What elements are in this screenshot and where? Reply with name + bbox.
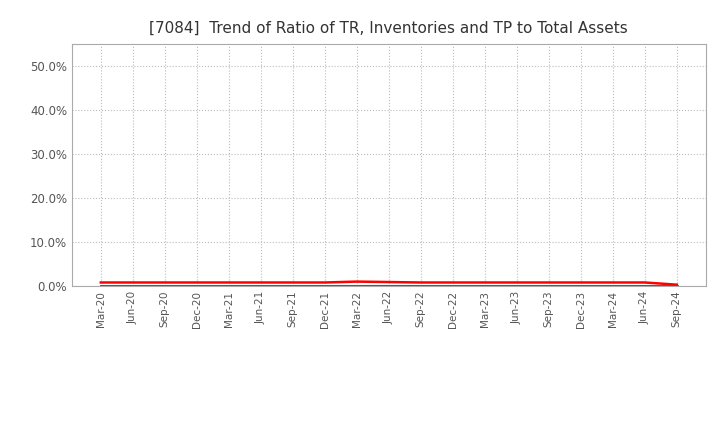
Trade Receivables — [641, 280, 649, 285]
Trade Payables — [577, 283, 585, 289]
Trade Receivables — [353, 279, 361, 284]
Trade Payables — [192, 283, 201, 289]
Inventories — [513, 283, 521, 289]
Line: Trade Receivables: Trade Receivables — [101, 282, 677, 285]
Trade Payables — [608, 283, 617, 289]
Inventories — [353, 283, 361, 289]
Inventories — [480, 283, 489, 289]
Trade Payables — [96, 283, 105, 289]
Trade Receivables — [513, 280, 521, 285]
Inventories — [544, 283, 553, 289]
Inventories — [608, 283, 617, 289]
Trade Receivables — [608, 280, 617, 285]
Trade Payables — [353, 283, 361, 289]
Trade Payables — [320, 283, 329, 289]
Trade Receivables — [161, 280, 169, 285]
Title: [7084]  Trend of Ratio of TR, Inventories and TP to Total Assets: [7084] Trend of Ratio of TR, Inventories… — [150, 21, 628, 36]
Trade Payables — [641, 283, 649, 289]
Inventories — [256, 283, 265, 289]
Trade Payables — [256, 283, 265, 289]
Inventories — [641, 283, 649, 289]
Inventories — [96, 283, 105, 289]
Trade Payables — [289, 283, 297, 289]
Inventories — [289, 283, 297, 289]
Trade Receivables — [192, 280, 201, 285]
Trade Receivables — [320, 280, 329, 285]
Trade Receivables — [384, 279, 393, 285]
Inventories — [192, 283, 201, 289]
Inventories — [128, 283, 137, 289]
Trade Receivables — [416, 280, 425, 285]
Inventories — [384, 283, 393, 289]
Trade Receivables — [544, 280, 553, 285]
Inventories — [416, 283, 425, 289]
Inventories — [577, 283, 585, 289]
Trade Payables — [225, 283, 233, 289]
Trade Payables — [384, 283, 393, 289]
Trade Payables — [513, 283, 521, 289]
Trade Receivables — [96, 280, 105, 285]
Inventories — [320, 283, 329, 289]
Trade Payables — [544, 283, 553, 289]
Trade Payables — [161, 283, 169, 289]
Trade Payables — [449, 283, 457, 289]
Inventories — [161, 283, 169, 289]
Inventories — [225, 283, 233, 289]
Trade Receivables — [289, 280, 297, 285]
Inventories — [672, 283, 681, 289]
Trade Payables — [416, 283, 425, 289]
Trade Payables — [672, 283, 681, 289]
Trade Receivables — [256, 280, 265, 285]
Trade Payables — [128, 283, 137, 289]
Trade Receivables — [480, 280, 489, 285]
Trade Receivables — [225, 280, 233, 285]
Trade Receivables — [672, 282, 681, 287]
Inventories — [449, 283, 457, 289]
Trade Payables — [480, 283, 489, 289]
Trade Receivables — [577, 280, 585, 285]
Trade Receivables — [128, 280, 137, 285]
Trade Receivables — [449, 280, 457, 285]
